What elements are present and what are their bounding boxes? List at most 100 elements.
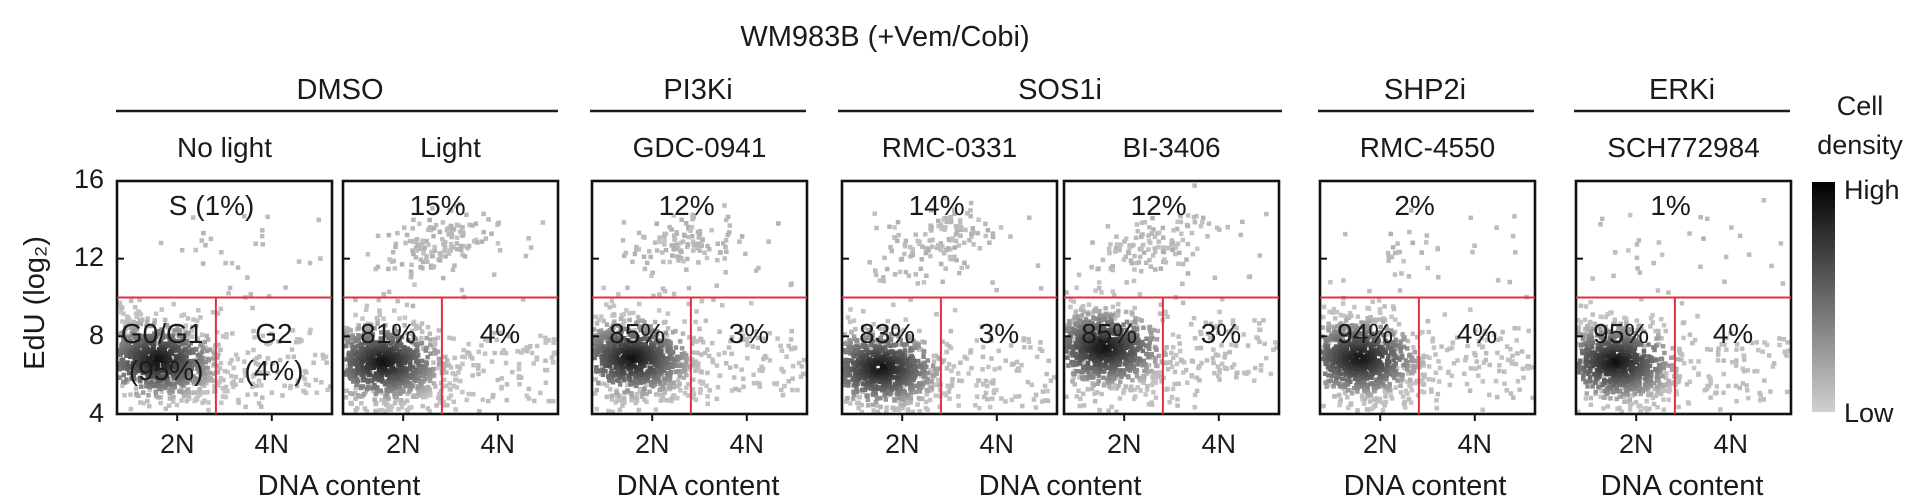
data-point — [998, 225, 1004, 230]
data-point — [414, 323, 419, 328]
data-point — [1211, 360, 1216, 366]
data-point — [479, 343, 484, 348]
data-point — [635, 314, 641, 320]
data-point — [908, 396, 914, 401]
data-point — [715, 384, 721, 390]
data-point — [435, 349, 441, 354]
data-point — [181, 312, 187, 317]
data-point — [396, 389, 402, 395]
data-point — [690, 350, 695, 355]
data-point — [161, 383, 166, 388]
data-point — [968, 213, 973, 219]
data-point — [314, 390, 320, 395]
data-point — [443, 383, 449, 388]
data-point — [681, 365, 687, 370]
data-point — [1098, 318, 1103, 323]
data-point — [203, 345, 209, 350]
data-point — [634, 395, 639, 401]
data-point — [454, 385, 460, 390]
data-point — [699, 337, 704, 343]
data-point — [377, 359, 382, 365]
data-point — [609, 298, 615, 304]
data-point — [147, 387, 152, 393]
data-point — [159, 327, 164, 332]
data-point — [446, 363, 452, 368]
data-point — [723, 238, 729, 243]
data-point — [679, 346, 685, 351]
data-point — [1116, 308, 1121, 314]
data-point — [452, 263, 457, 268]
data-point — [523, 253, 529, 259]
data-point — [193, 347, 199, 352]
data-point — [460, 233, 465, 238]
data-point — [454, 235, 460, 240]
data-point — [145, 362, 151, 367]
data-point — [686, 366, 691, 372]
data-point — [141, 400, 146, 406]
data-point — [126, 346, 131, 352]
data-point — [647, 365, 653, 371]
data-point — [1076, 314, 1081, 320]
data-point — [843, 341, 848, 346]
data-point — [944, 341, 949, 347]
data-point — [362, 406, 368, 411]
data-point — [1091, 382, 1096, 388]
g1-percent: 85% — [609, 318, 665, 349]
data-point — [175, 376, 181, 381]
data-point — [906, 373, 911, 378]
data-point — [1091, 374, 1096, 379]
data-point — [615, 323, 621, 328]
data-point — [1077, 369, 1083, 374]
data-point — [1150, 374, 1155, 380]
data-point — [949, 380, 955, 385]
data-point — [621, 342, 626, 347]
data-point — [705, 347, 710, 352]
data-point — [516, 374, 522, 379]
data-point — [671, 291, 677, 297]
data-point — [669, 227, 674, 232]
data-point — [420, 373, 426, 378]
data-point — [423, 348, 429, 353]
data-point — [163, 406, 168, 411]
data-point — [132, 358, 137, 363]
scatter-points — [842, 195, 1057, 414]
data-point — [1129, 311, 1135, 316]
data-point — [168, 381, 174, 386]
data-point — [378, 388, 383, 393]
data-point — [609, 393, 614, 398]
data-point — [1124, 360, 1129, 366]
data-point — [301, 389, 306, 394]
data-point — [874, 403, 880, 408]
data-point — [603, 345, 608, 350]
data-point — [604, 394, 610, 400]
data-point — [602, 347, 607, 353]
data-point — [726, 345, 732, 350]
data-point — [1149, 330, 1154, 336]
data-point — [123, 363, 128, 368]
data-point — [185, 363, 190, 369]
data-point — [902, 401, 908, 406]
data-point — [162, 317, 168, 323]
data-point — [862, 359, 867, 365]
data-point — [856, 400, 861, 406]
data-point — [432, 347, 437, 353]
data-point — [175, 338, 180, 344]
data-point — [933, 368, 938, 373]
data-point — [1042, 398, 1048, 403]
data-point — [601, 381, 607, 386]
data-point — [696, 241, 701, 247]
data-point — [386, 378, 391, 384]
data-point — [653, 407, 659, 412]
data-point — [599, 361, 605, 366]
data-point — [460, 225, 465, 230]
data-point — [707, 247, 712, 252]
data-point — [983, 390, 989, 396]
data-point — [901, 396, 906, 402]
data-point — [348, 400, 353, 406]
data-point — [962, 240, 967, 246]
data-point — [200, 400, 205, 405]
data-point — [160, 380, 165, 386]
data-point — [722, 256, 727, 261]
x-tick-label: 2N — [160, 429, 195, 459]
data-point — [366, 329, 371, 335]
